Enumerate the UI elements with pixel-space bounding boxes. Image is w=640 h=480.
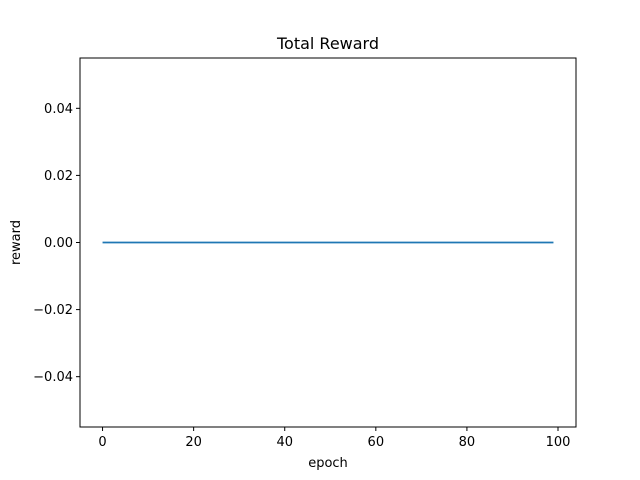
y-tick-label: 0.04	[44, 102, 73, 117]
x-tick-label: 0	[98, 435, 106, 450]
x-tick-label: 100	[546, 435, 571, 450]
y-axis-ticks: −0.04 −0.02 0.00 0.02 0.04	[33, 102, 80, 385]
x-tick-label: 80	[459, 435, 476, 450]
y-tick-label: −0.02	[33, 303, 73, 318]
y-axis-label: reward	[9, 220, 24, 265]
x-axis-ticks: 0 20 40 60 80 100	[98, 427, 570, 450]
plot-frame	[79, 57, 577, 428]
chart-title: Total Reward	[276, 34, 379, 53]
x-tick-label: 40	[276, 435, 293, 450]
y-tick-label: 0.00	[44, 236, 73, 251]
x-axis-label: epoch	[308, 456, 348, 471]
y-tick-label: −0.04	[33, 370, 73, 385]
y-tick-label: 0.02	[44, 169, 73, 184]
x-tick-label: 20	[185, 435, 202, 450]
x-tick-label: 60	[368, 435, 385, 450]
